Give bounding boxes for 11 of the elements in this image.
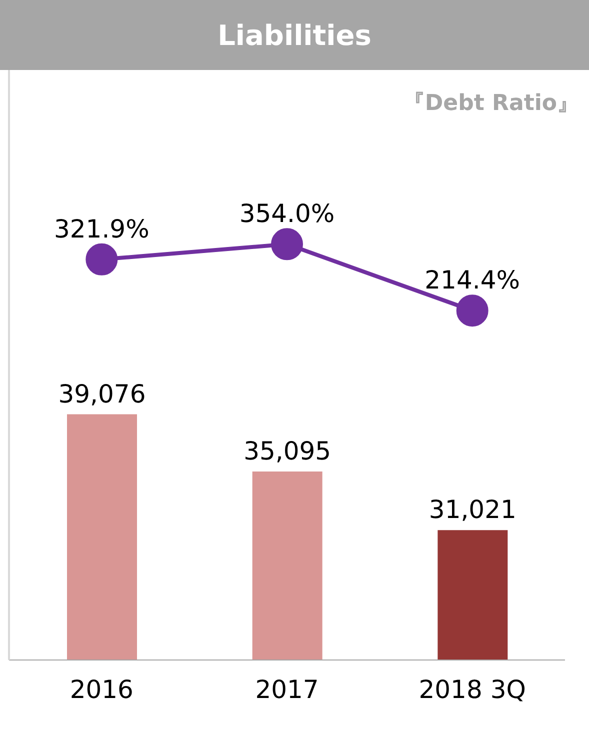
data-label: 214.4% [424, 266, 520, 295]
chart-title: Liabilities [0, 0, 589, 70]
x-tick-label: 2017 [255, 674, 319, 704]
data-label: 354.0% [239, 199, 335, 228]
data-label: 321.9% [54, 214, 150, 244]
data-label: 39,076 [58, 379, 146, 408]
x-tick-label: 2016 [70, 674, 134, 704]
x-tick-label: 2018 3Q [418, 674, 526, 704]
data-label: 35,095 [244, 436, 332, 466]
data-label: 31,021 [428, 495, 516, 524]
annotation: 『Debt Ratio』 [402, 90, 579, 118]
